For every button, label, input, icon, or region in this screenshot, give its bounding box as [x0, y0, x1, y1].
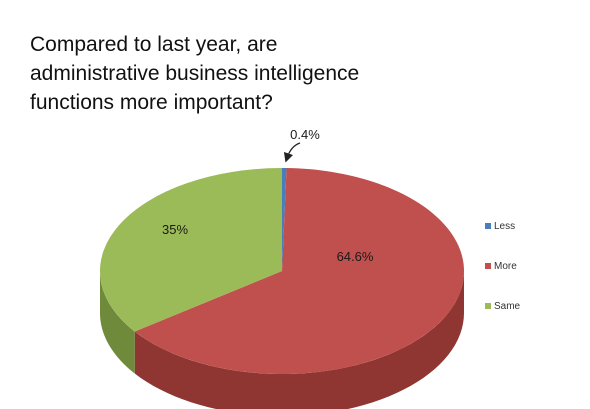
pie-tops [100, 167, 465, 374]
chart-title-line-3: functions more important? [30, 91, 273, 114]
legend-label-same: Same [494, 301, 521, 312]
pie-slice-more [134, 168, 465, 374]
pie-side-more [134, 271, 464, 409]
data-label-more: 64.6% [337, 249, 374, 264]
pie-slice-same [100, 168, 282, 332]
pie-labels: 0.4% 64.6% 35% [162, 127, 374, 264]
chart-title: Compared to last year, are administrativ… [30, 30, 450, 117]
pie-slice-less [282, 167, 287, 271]
legend-swatch-more [485, 263, 491, 269]
leader-arrow-less [283, 142, 301, 163]
legend: Less More Same [485, 221, 521, 312]
chart-title-line-2: administrative business intelligence [30, 62, 360, 85]
pie-sides [100, 271, 464, 409]
legend-swatch-same [485, 303, 491, 309]
data-label-less: 0.4% [290, 127, 320, 142]
data-label-same: 35% [162, 222, 188, 237]
legend-label-more: More [494, 261, 517, 272]
pie-side-same [100, 271, 135, 374]
legend-label-less: Less [494, 221, 515, 232]
chart-title-line-1: Compared to last year, are [30, 33, 278, 56]
legend-swatch-less [485, 223, 491, 229]
